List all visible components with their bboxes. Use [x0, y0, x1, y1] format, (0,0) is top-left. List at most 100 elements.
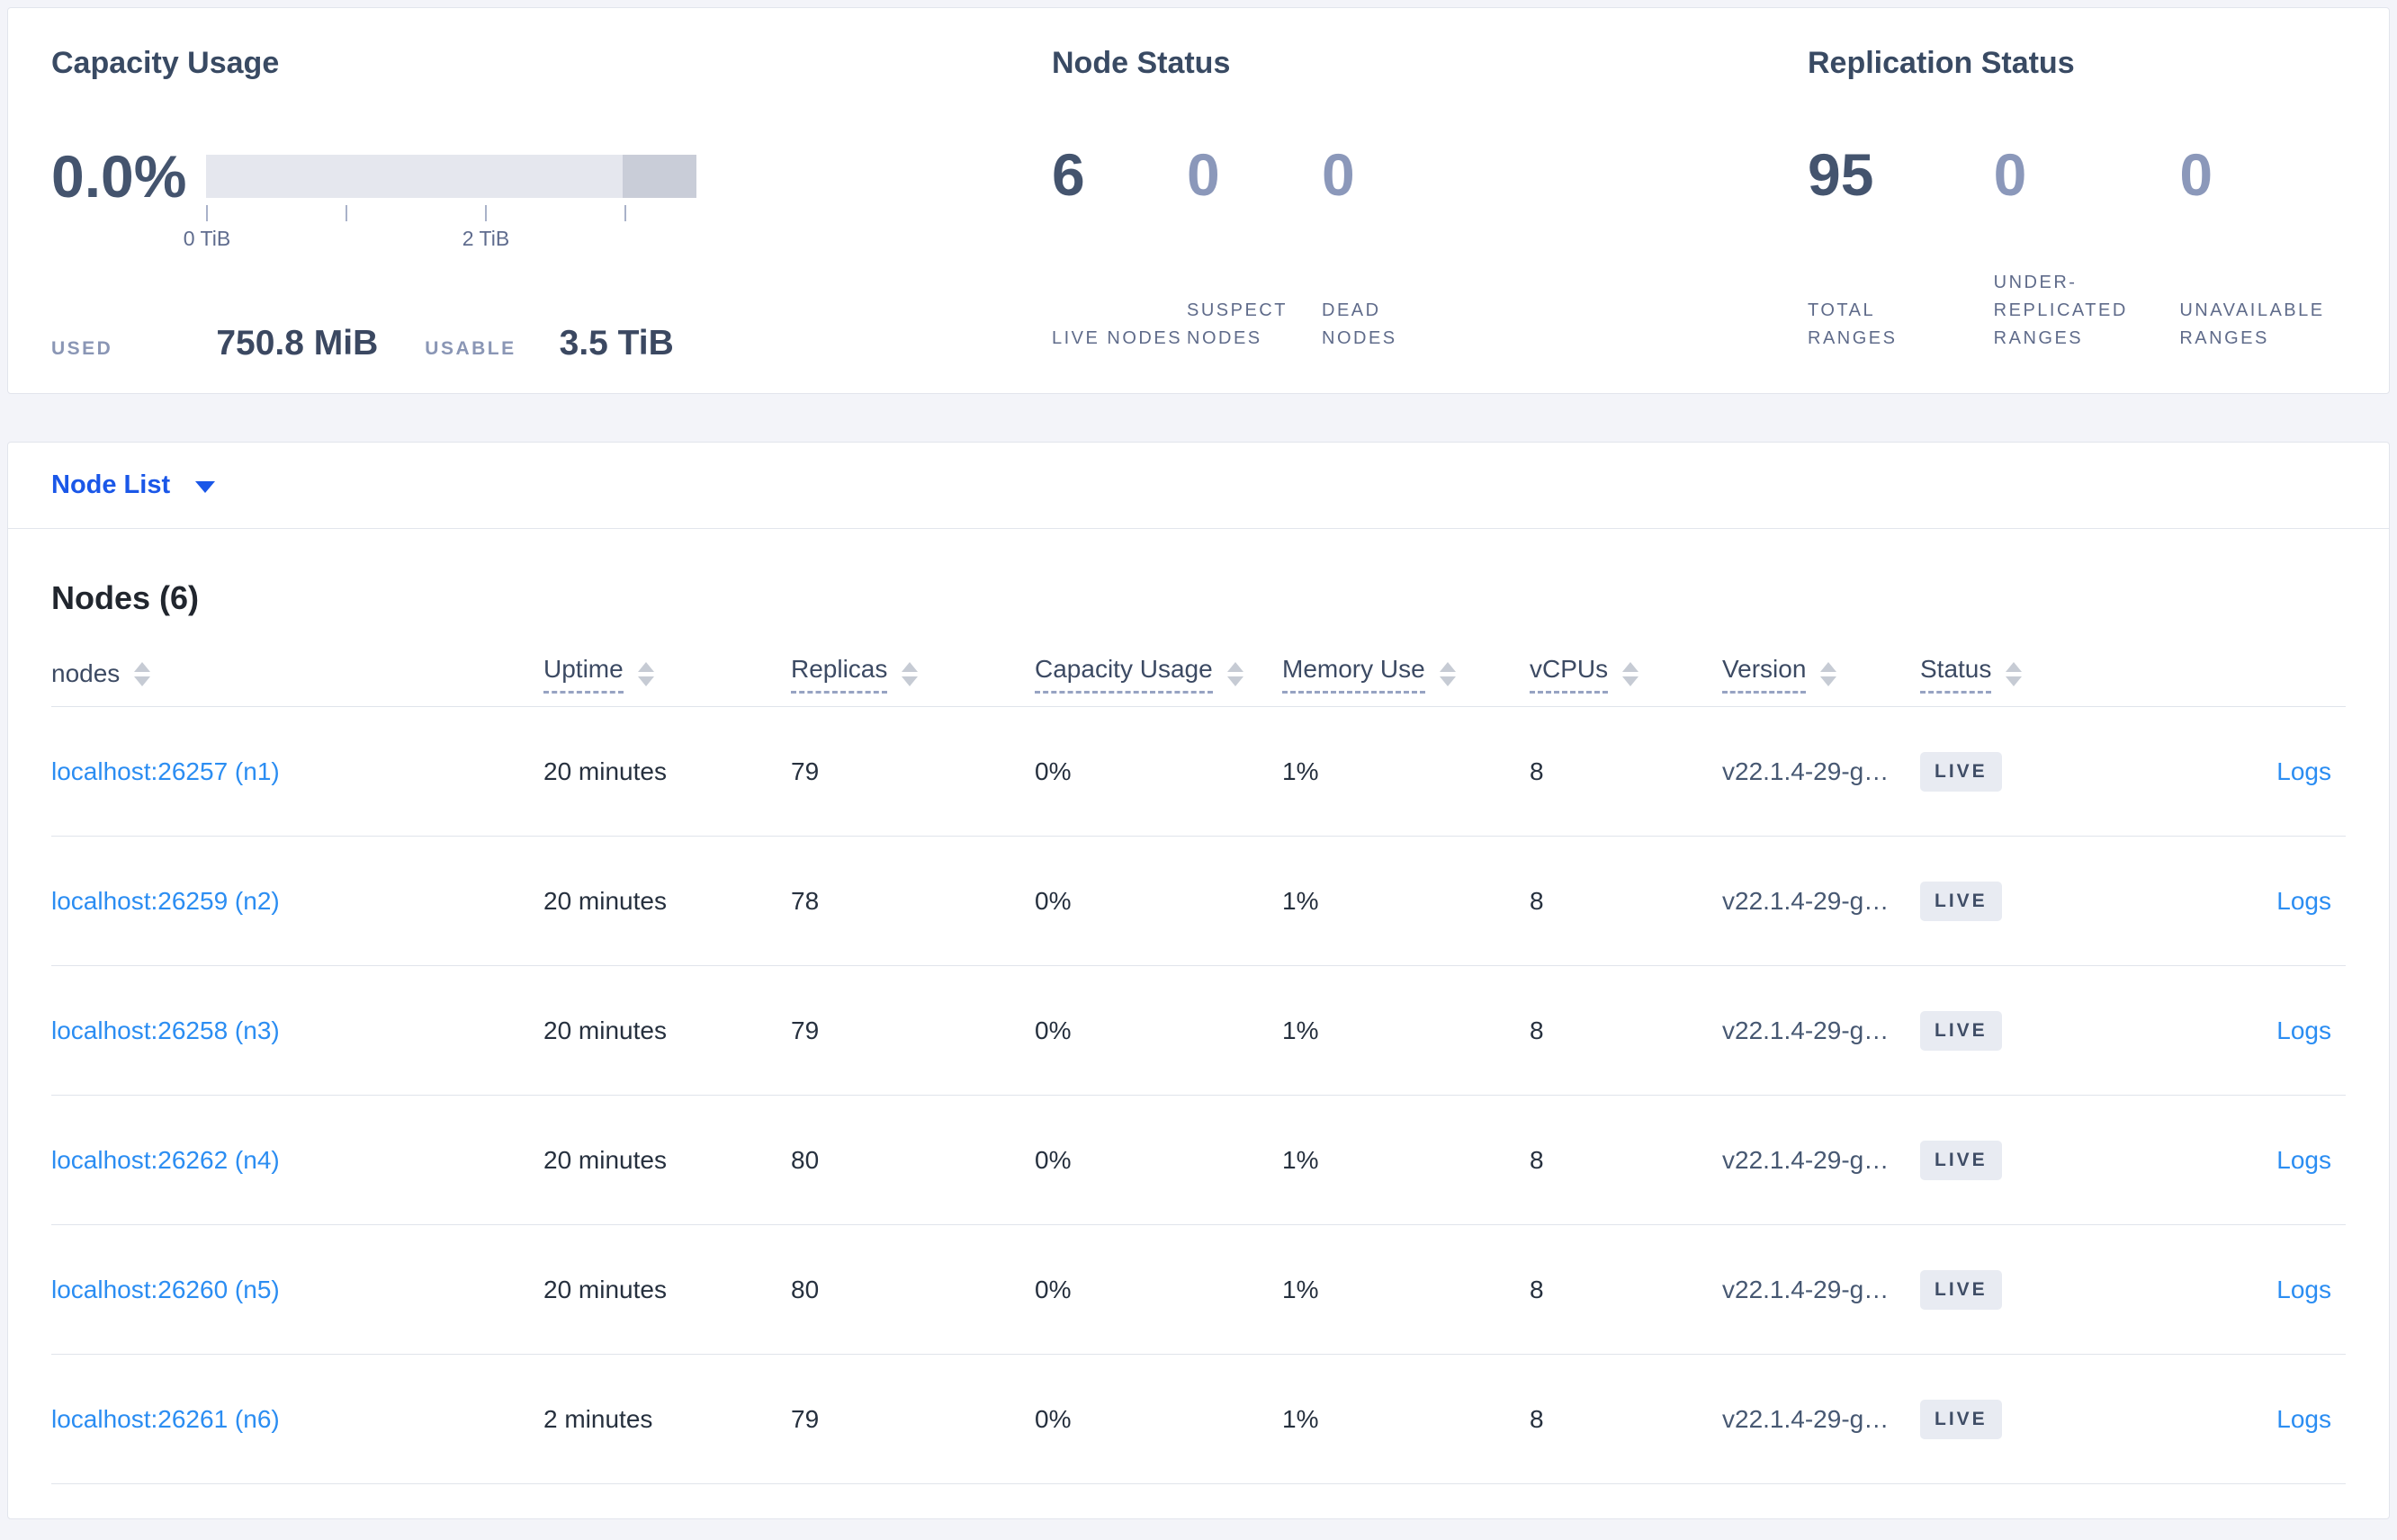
memory-use-cell: 1%	[1282, 1275, 1319, 1303]
node-address-link[interactable]: localhost:26261 (n6)	[51, 1404, 280, 1433]
node-status-section: Node Status 6 LIVE NODES 0 SUSPECT NODES…	[1052, 46, 1772, 353]
suspect-nodes-label: SUSPECT NODES	[1187, 300, 1288, 348]
total-ranges-value: 95	[1808, 141, 1874, 208]
replication-status-title: Replication Status	[1808, 46, 2075, 80]
version-cell: v22.1.4-29-g…	[1722, 757, 1890, 785]
node-address-link[interactable]: localhost:26258 (n3)	[51, 1016, 280, 1044]
dead-nodes-label: DEAD NODES	[1322, 300, 1397, 348]
dead-nodes-metric: 0 DEAD NODES	[1322, 131, 1457, 353]
vcpus-cell: 8	[1530, 1145, 1544, 1174]
node-address-link[interactable]: localhost:26257 (n1)	[51, 757, 280, 785]
table-row: localhost:26262 (n4) 20 minutes 80 0% 1%…	[51, 1096, 2346, 1225]
live-nodes-label: LIVE NODES	[1052, 328, 1183, 348]
capacity-legend: USED 750.8 MiB USABLE 3.5 TiB	[51, 324, 1005, 363]
nodes-heading: Nodes (6)	[51, 579, 200, 616]
under-replicated-ranges-label: UNDER-REPLICATED RANGES	[1993, 273, 2128, 348]
replicas-cell: 79	[791, 757, 820, 785]
axis-tick	[624, 205, 626, 221]
version-cell: v22.1.4-29-g…	[1722, 1145, 1890, 1174]
sort-icon[interactable]	[1820, 662, 1837, 686]
logs-link[interactable]: Logs	[2276, 886, 2331, 915]
cluster-summary-panel: Capacity Usage 0.0% 0 TiB 2 TiB USED 750…	[7, 7, 2390, 394]
uptime-cell: 20 minutes	[543, 1275, 667, 1303]
vcpus-cell: 8	[1530, 1275, 1544, 1303]
logs-link[interactable]: Logs	[2276, 1016, 2331, 1044]
total-ranges-label: TOTAL RANGES	[1808, 300, 1898, 348]
caret-down-icon	[195, 481, 216, 493]
replicas-cell: 79	[791, 1016, 820, 1044]
sort-icon[interactable]	[134, 662, 151, 686]
nodes-panel: Node List Nodes (6) nodes Uptime Replica…	[7, 442, 2390, 1519]
replicas-cell: 79	[791, 1404, 820, 1433]
version-cell: v22.1.4-29-g…	[1722, 886, 1890, 915]
logs-link[interactable]: Logs	[2276, 1404, 2331, 1433]
node-address-link[interactable]: localhost:26259 (n2)	[51, 886, 280, 915]
vcpus-cell: 8	[1530, 1404, 1544, 1433]
sort-icon[interactable]	[1226, 662, 1243, 686]
table-row: localhost:26260 (n5) 20 minutes 80 0% 1%…	[51, 1225, 2346, 1355]
replicas-cell: 78	[791, 886, 820, 915]
table-row: localhost:26257 (n1) 20 minutes 79 0% 1%…	[51, 707, 2346, 837]
version-cell: v22.1.4-29-g…	[1722, 1404, 1890, 1433]
capacity-usage-cell: 0%	[1035, 886, 1072, 915]
memory-use-cell: 1%	[1282, 1145, 1319, 1174]
uptime-cell: 20 minutes	[543, 886, 667, 915]
memory-use-cell: 1%	[1282, 886, 1319, 915]
table-row: localhost:26259 (n2) 20 minutes 78 0% 1%…	[51, 837, 2346, 966]
status-badge: LIVE	[1920, 1269, 2002, 1310]
capacity-usage-cell: 0%	[1035, 1275, 1072, 1303]
sort-icon[interactable]	[1439, 662, 1456, 686]
sort-icon[interactable]	[637, 662, 654, 686]
sort-icon[interactable]	[902, 662, 919, 686]
column-header-vcpus[interactable]: vCPUs	[1530, 655, 1722, 694]
memory-use-cell: 1%	[1282, 1404, 1319, 1433]
node-list-dropdown[interactable]: Node List	[51, 470, 216, 500]
suspect-nodes-value: 0	[1187, 141, 1220, 208]
column-header-capacity-usage[interactable]: Capacity Usage	[1035, 655, 1282, 694]
column-header-replicas[interactable]: Replicas	[791, 655, 1035, 694]
sort-icon[interactable]	[2006, 662, 2023, 686]
column-header-memory-use[interactable]: Memory Use	[1282, 655, 1530, 694]
vcpus-cell: 8	[1530, 886, 1544, 915]
nodes-section: Nodes (6) nodes Uptime Replicas Capacity…	[8, 529, 2389, 1484]
unavailable-ranges-metric: 0 UNAVAILABLE RANGES	[2179, 131, 2340, 353]
unavailable-ranges-value: 0	[2179, 141, 2213, 208]
column-header-nodes[interactable]: nodes	[51, 659, 543, 690]
column-header-status[interactable]: Status	[1920, 655, 2118, 694]
usable-label: USABLE	[425, 338, 516, 359]
node-list-dropdown-bar: Node List	[8, 443, 2389, 529]
node-address-link[interactable]: localhost:26260 (n5)	[51, 1275, 280, 1303]
axis-tick	[206, 205, 208, 221]
capacity-usage-cell: 0%	[1035, 1404, 1072, 1433]
sort-icon[interactable]	[1622, 662, 1639, 686]
memory-use-cell: 1%	[1282, 1016, 1319, 1044]
axis-tick	[485, 205, 487, 221]
under-replicated-ranges-metric: 0 UNDER-REPLICATED RANGES	[1994, 131, 2155, 353]
capacity-usage-section: Capacity Usage 0.0% 0 TiB 2 TiB USED 750…	[51, 46, 1005, 363]
capacity-usage-cell: 0%	[1035, 1016, 1072, 1044]
logs-link[interactable]: Logs	[2276, 1145, 2331, 1174]
memory-use-cell: 1%	[1282, 757, 1319, 785]
capacity-usage-cell: 0%	[1035, 757, 1072, 785]
logs-link[interactable]: Logs	[2276, 757, 2331, 785]
table-row: localhost:26261 (n6) 2 minutes 79 0% 1% …	[51, 1355, 2346, 1484]
version-cell: v22.1.4-29-g…	[1722, 1275, 1890, 1303]
logs-link[interactable]: Logs	[2276, 1275, 2331, 1303]
vcpus-cell: 8	[1530, 1016, 1544, 1044]
under-replicated-ranges-value: 0	[1993, 141, 2027, 208]
live-nodes-value: 6	[1052, 141, 1085, 208]
vcpus-cell: 8	[1530, 757, 1544, 785]
axis-tick-label: 2 TiB	[462, 227, 510, 250]
dead-nodes-value: 0	[1322, 141, 1355, 208]
nodes-table-body: localhost:26257 (n1) 20 minutes 79 0% 1%…	[51, 707, 2346, 1484]
column-header-uptime[interactable]: Uptime	[543, 655, 791, 694]
axis-tick	[346, 205, 347, 221]
node-list-dropdown-label: Node List	[51, 470, 171, 499]
node-address-link[interactable]: localhost:26262 (n4)	[51, 1145, 280, 1174]
used-value: 750.8 MiB	[216, 324, 379, 363]
uptime-cell: 20 minutes	[543, 757, 667, 785]
column-header-version[interactable]: Version	[1722, 655, 1920, 694]
capacity-bar-reserved-segment	[623, 155, 696, 198]
replicas-cell: 80	[791, 1275, 820, 1303]
uptime-cell: 20 minutes	[543, 1145, 667, 1174]
